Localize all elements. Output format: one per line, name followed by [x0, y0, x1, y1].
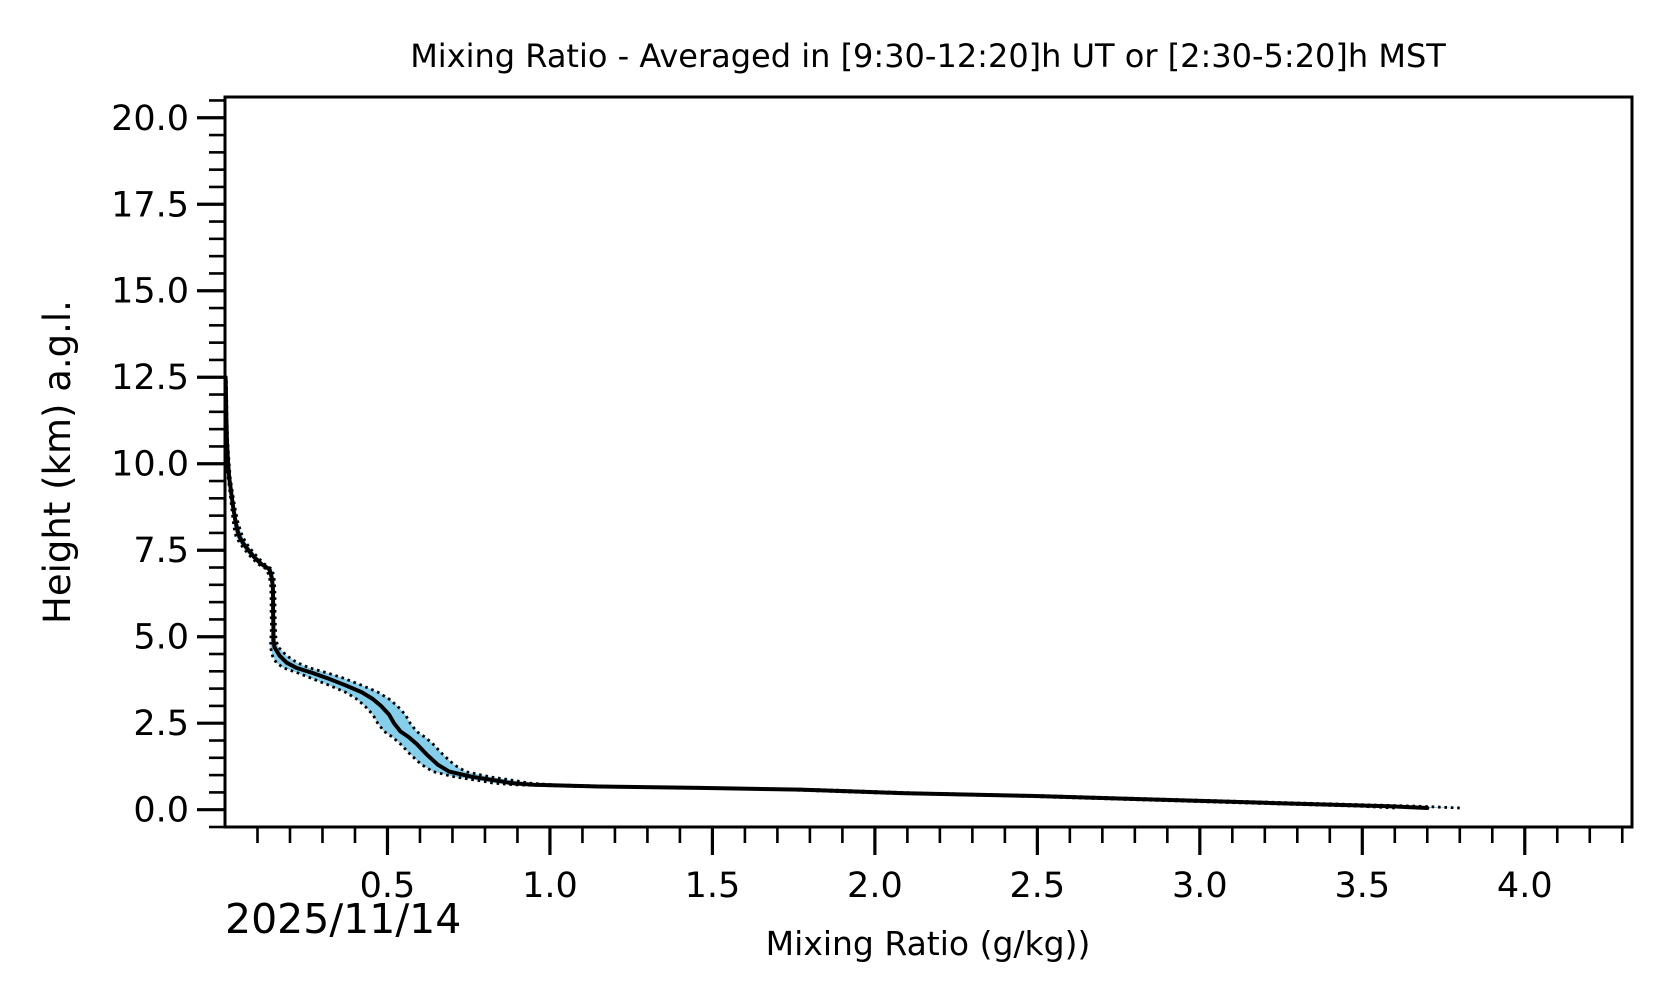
chart-title: Mixing Ratio - Averaged in [9:30-12:20]h… [410, 37, 1446, 75]
y-tick-label: 2.5 [133, 704, 189, 744]
x-tick-label: 0.5 [360, 866, 416, 906]
band-lower-edge-dotted [223, 377, 1395, 810]
x-tick-label: 2.5 [1010, 866, 1066, 906]
x-tick-label: 1.0 [522, 866, 578, 906]
ticks-group [197, 99, 1624, 855]
y-tick-label: 20.0 [111, 99, 189, 139]
x-tick-label: 4.0 [1497, 866, 1553, 906]
x-tick-label: 1.5 [685, 866, 741, 906]
y-tick-label: 15.0 [111, 272, 189, 312]
axes-group [223, 95, 1634, 829]
x-tick-label: 3.5 [1334, 866, 1390, 906]
axes-box [223, 95, 1634, 829]
x-axis-label: Mixing Ratio (g/kg)) [766, 924, 1091, 963]
y-tick-label: 17.5 [111, 185, 189, 225]
y-tick-label: 0.0 [133, 791, 189, 831]
mean-line-group [223, 375, 1430, 810]
uncertainty-band-group [225, 377, 1460, 808]
uncertainty-band [225, 377, 1460, 808]
y-tick-label: 10.0 [111, 445, 189, 485]
band-dotted-edges-group [223, 377, 1460, 810]
tick-labels-group: 0.5 1.0 1.5 2.0 2.5 3.0 3.5 4.0 0.0 2.5 5.0 7.5 10.0… [111, 99, 1553, 906]
y-axis-label: Height (km) a.g.l. [36, 300, 79, 624]
y-tick-label: 12.5 [111, 358, 189, 398]
x-tick-label: 2.0 [847, 866, 903, 906]
date-label: 2025/11/14 [225, 895, 461, 943]
y-tick-label: 5.0 [133, 618, 189, 658]
band-upper-edge-dotted [224, 377, 1460, 810]
mean-profile-line [223, 375, 1430, 810]
y-tick-label: 7.5 [133, 531, 189, 571]
x-tick-label: 3.0 [1172, 866, 1228, 906]
